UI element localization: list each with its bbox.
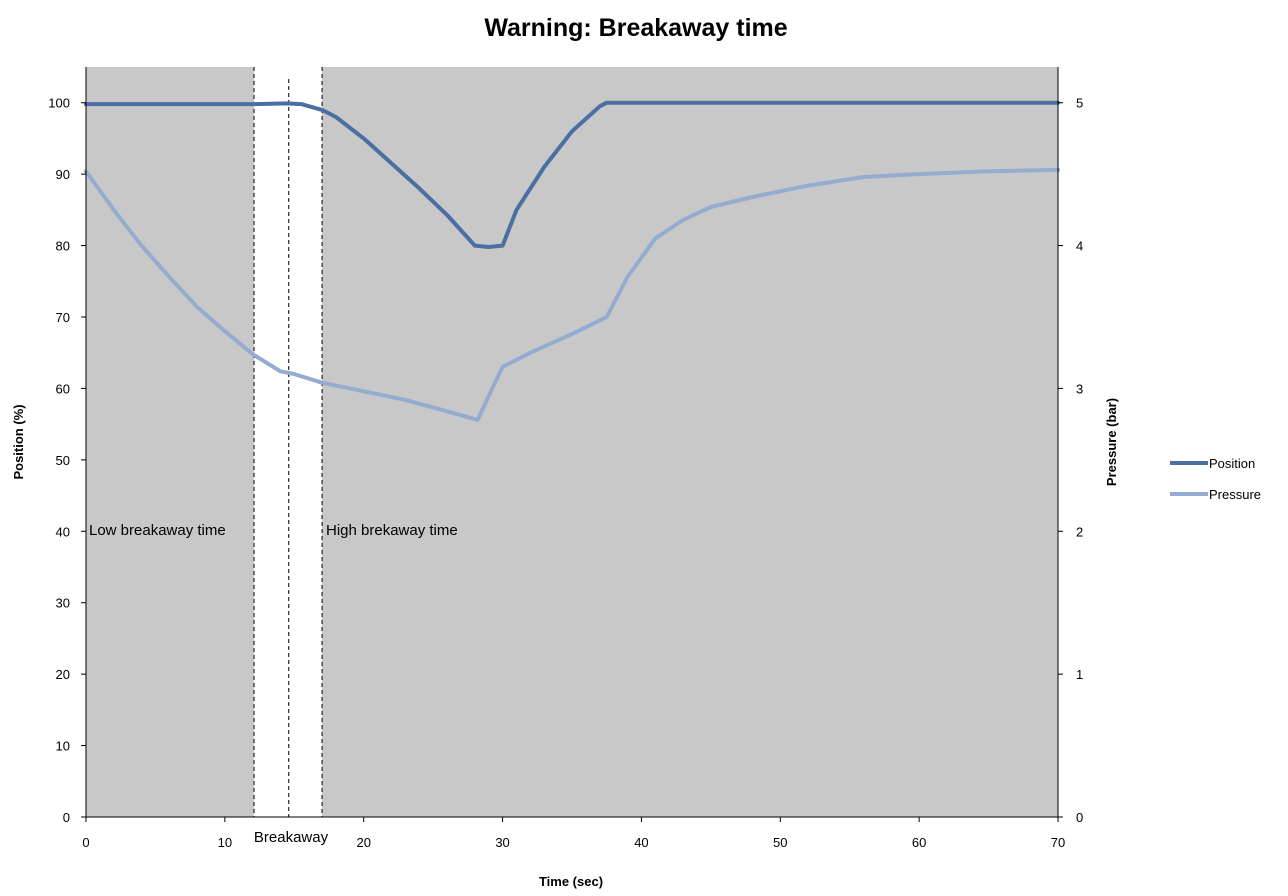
- y-right-axis-title: Pressure (bar): [1104, 398, 1119, 486]
- x-tick-label: 60: [912, 835, 926, 850]
- low-breakaway-label: Low breakaway time: [89, 522, 226, 539]
- breakaway-label: Breakaway: [254, 829, 329, 846]
- x-tick-label: 70: [1051, 835, 1065, 850]
- series-line-position: [84, 100, 1060, 249]
- x-axis-title: Time (sec): [539, 874, 603, 889]
- y-left-axis-title: Position (%): [11, 404, 26, 479]
- high-breakaway-label: High brekaway time: [326, 522, 458, 539]
- series-line-pressure: [84, 167, 1060, 422]
- axes: [85, 67, 1059, 818]
- x-tick-label: 30: [495, 835, 509, 850]
- y-left-tick-label: 20: [56, 667, 70, 682]
- y-left-tick-label: 100: [48, 96, 70, 111]
- x-tick-label: 20: [356, 835, 370, 850]
- y-left-tick-label: 90: [56, 167, 70, 182]
- y-left-tick-label: 80: [56, 239, 70, 254]
- y-left-tick-label: 60: [56, 381, 70, 396]
- x-tick-label: 10: [218, 835, 232, 850]
- y-left-tick-label: 0: [63, 810, 70, 825]
- plot-background: [86, 67, 1058, 817]
- shaded-region-low: [86, 67, 255, 817]
- breakaway-band: [254, 67, 323, 817]
- legend-label-position: Position: [1209, 456, 1255, 471]
- y-left-tick-label: 70: [56, 310, 70, 325]
- y-right-tick-label: 2: [1076, 524, 1083, 539]
- y-right-tick-label: 0: [1076, 810, 1083, 825]
- y-right-axis-ticks: 0 1 2 3 4 5: [1058, 96, 1083, 825]
- y-right-tick-label: 5: [1076, 96, 1083, 111]
- y-right-tick-label: 4: [1076, 239, 1083, 254]
- shaded-region-high: [322, 67, 1058, 817]
- x-tick-label: 0: [82, 835, 89, 850]
- chart-title: Warning: Breakaway time: [484, 14, 787, 42]
- y-left-tick-label: 40: [56, 524, 70, 539]
- breakaway-dashed-lines: [253, 67, 323, 817]
- series-lines: [84, 100, 1060, 422]
- legend-label-pressure: Pressure: [1209, 487, 1261, 502]
- x-axis-ticks: 0 10 20 30 40 50 60 70: [82, 817, 1065, 850]
- y-right-tick-label: 1: [1076, 667, 1083, 682]
- y-left-axis-ticks: 0 10 20 30 40 50 60 70 80 90 100: [48, 96, 86, 825]
- y-left-tick-label: 30: [56, 596, 70, 611]
- y-right-tick-label: 3: [1076, 381, 1083, 396]
- y-left-tick-label: 10: [56, 739, 70, 754]
- x-tick-label: 40: [634, 835, 648, 850]
- x-tick-label: 50: [773, 835, 787, 850]
- y-left-tick-label: 50: [56, 453, 70, 468]
- legend: Position Pressure: [1170, 456, 1261, 502]
